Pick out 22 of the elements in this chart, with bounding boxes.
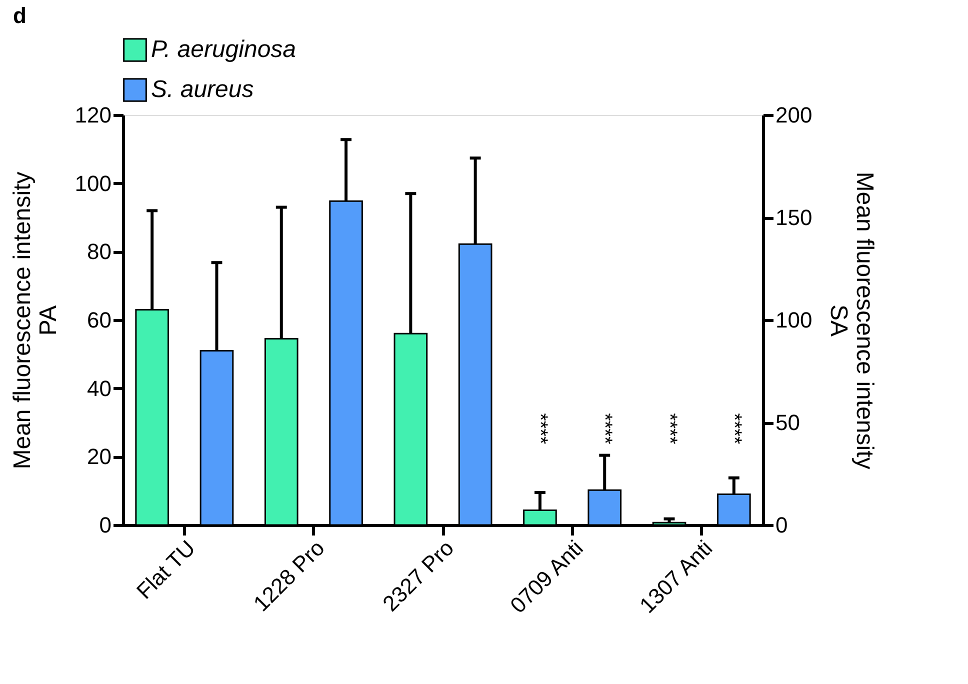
- y-tick-label: 40: [87, 376, 112, 401]
- annotation: ****: [594, 413, 616, 444]
- y2-tick-label: 150: [776, 205, 812, 230]
- y2-tick-label: 200: [776, 102, 812, 128]
- annotation: ****: [658, 413, 680, 444]
- y2-tick-label: 50: [776, 410, 800, 435]
- y-tick-label: 80: [87, 239, 112, 264]
- y-axis-title: Mean fluorescence intensity PA: [8, 172, 62, 470]
- annotation: ****: [528, 413, 551, 444]
- y-tick-label: 120: [74, 102, 112, 128]
- y-tick-label: 60: [87, 308, 112, 332]
- y2-tick-label: 100: [776, 308, 812, 332]
- annotation: ****: [722, 413, 745, 444]
- y-tick-label: 20: [87, 444, 112, 470]
- legend-label: P. aeruginosa: [151, 36, 296, 63]
- y2-tick-label: 0: [776, 512, 788, 538]
- chart-title: d: [13, 3, 26, 28]
- y-tick-label: 100: [74, 170, 112, 196]
- y-tick-label: 0: [99, 512, 112, 538]
- x-tick-label: Flat TU: [132, 535, 200, 604]
- legend-label: S. aureus: [151, 76, 254, 103]
- y2-axis-title: Mean fluorescence intensity SA: [825, 172, 878, 470]
